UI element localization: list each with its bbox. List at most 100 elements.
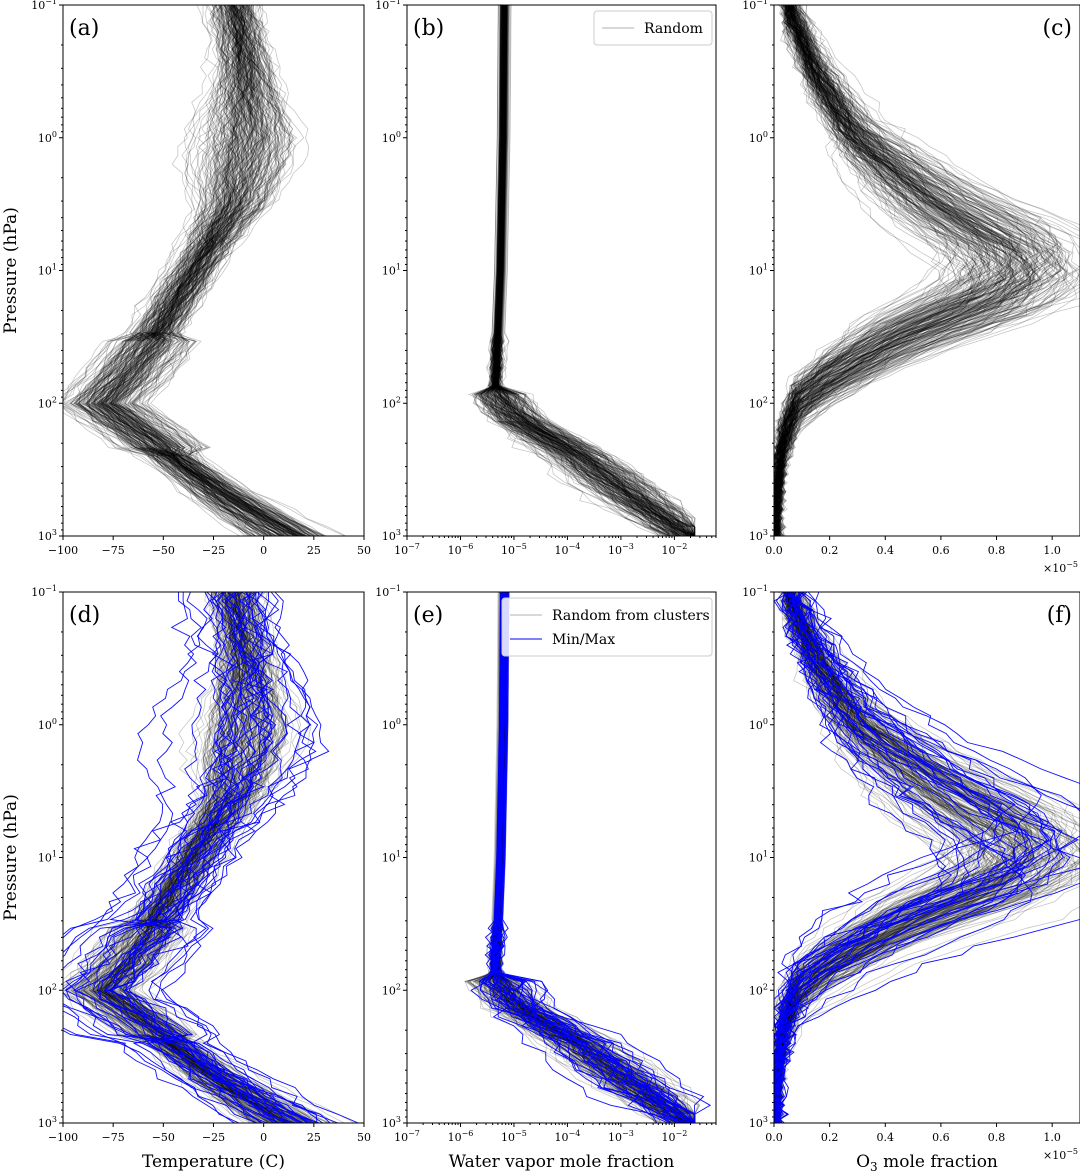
random-profile-line — [774, 5, 986, 536]
random-profile-line — [119, 5, 305, 536]
random-profile-line — [499, 5, 689, 536]
x-tick-label: 10−6 — [448, 542, 474, 557]
random-profile-line — [480, 5, 668, 536]
random-profile-line — [774, 5, 1060, 536]
random-profile-line — [774, 5, 1007, 536]
random-profile-line — [774, 5, 1039, 536]
panel-label: (b) — [413, 16, 444, 41]
random-profile-line — [91, 5, 264, 536]
x-tick-label: 0.8 — [988, 1131, 1006, 1144]
random-profile-line — [774, 5, 1066, 536]
x-tick-label: 1.0 — [1043, 1131, 1061, 1144]
random-profile-line — [90, 5, 288, 536]
minmax-profile-line — [774, 592, 1048, 1123]
random-profile-line — [107, 5, 305, 536]
random-profile-line — [93, 5, 323, 536]
random-profile-line — [491, 5, 696, 536]
random-profile-line — [774, 5, 1025, 536]
random-profile-line — [80, 5, 302, 536]
random-profile-line — [65, 5, 302, 536]
random-profile-line — [774, 5, 983, 536]
random-profile-line — [108, 5, 316, 536]
random-profile-line — [103, 592, 273, 1123]
random-profile-line — [116, 5, 285, 536]
random-profile-line — [774, 5, 1020, 536]
random-profile-line — [122, 592, 298, 1123]
random-profile-line — [495, 5, 696, 536]
random-profile-line — [78, 5, 302, 536]
random-profile-line — [774, 5, 976, 536]
random-profile-line — [491, 5, 690, 536]
random-profile-line — [491, 5, 696, 536]
random-profile-line — [479, 5, 671, 536]
random-profile-line — [83, 5, 265, 536]
random-profile-line — [774, 5, 1030, 536]
random-profile-line — [63, 592, 283, 1123]
random-profile-line — [477, 5, 678, 536]
random-profile-line — [480, 5, 672, 536]
random-profile-line — [778, 592, 1080, 1123]
random-profile-line — [70, 5, 268, 536]
random-profile-line — [774, 5, 987, 536]
random-profile-line — [494, 5, 695, 536]
random-profile-line — [774, 5, 1017, 536]
random-profile-line — [66, 592, 255, 1123]
random-profile-line — [774, 5, 1052, 536]
random-profile-line — [95, 592, 296, 1123]
random-profile-line — [132, 5, 347, 536]
panel-label: (c) — [1043, 16, 1073, 41]
random-profile-line — [108, 5, 261, 536]
random-profile-line — [110, 5, 292, 536]
random-profile-line — [63, 5, 254, 536]
random-profile-line — [495, 592, 699, 1123]
random-profile-line — [110, 5, 291, 536]
random-profile-line — [118, 5, 261, 536]
random-profile-line — [96, 5, 295, 536]
random-profile-line — [774, 5, 957, 536]
random-profile-line — [774, 5, 1013, 536]
random-profile-line — [774, 5, 1014, 536]
random-profile-line — [774, 5, 1033, 536]
random-profile-line — [104, 5, 272, 536]
random-profile-line — [494, 5, 696, 536]
panel-a: 10−1 100 101 102 103−100 −75 −50 −25 0 25 50 (a) Pre… — [1, 0, 371, 557]
random-profile-line — [497, 5, 681, 536]
random-profile-line — [121, 592, 311, 1123]
random-profile-line — [774, 5, 1065, 536]
random-profile-line — [77, 5, 284, 536]
random-profile-line — [493, 5, 696, 536]
random-profile-line — [495, 5, 687, 536]
random-profile-line — [490, 5, 696, 536]
minmax-profile-line — [63, 592, 330, 1123]
random-profile-line — [774, 5, 1004, 536]
random-profile-line — [774, 5, 1032, 536]
random-profile-line — [774, 5, 1041, 536]
random-profile-line — [491, 5, 695, 536]
random-profile-line — [129, 5, 325, 536]
random-profile-line — [774, 5, 1041, 536]
random-profile-line — [114, 5, 290, 536]
random-profile-line — [481, 5, 670, 536]
y-tick-label: 101 — [38, 263, 57, 278]
y-tick-label: 103 — [38, 1115, 57, 1130]
random-profile-line — [774, 5, 997, 536]
random-profile-line — [113, 5, 284, 536]
random-profile-line — [472, 5, 668, 536]
random-profile-line — [87, 5, 307, 536]
random-profile-line — [496, 592, 687, 1123]
random-profile-line — [774, 5, 968, 536]
random-profile-line — [87, 5, 283, 536]
random-profile-line — [493, 5, 695, 536]
random-profile-line — [774, 5, 1034, 536]
random-profile-line — [491, 5, 678, 536]
y-tick-label: 102 — [749, 395, 768, 410]
random-profile-line — [774, 5, 1080, 536]
minmax-profile-line — [154, 592, 359, 1123]
random-profile-line — [87, 592, 292, 1123]
random-profile-line — [774, 5, 1080, 536]
random-profile-line — [774, 5, 984, 536]
random-profile-line — [774, 5, 977, 536]
random-profile-line — [100, 5, 278, 536]
